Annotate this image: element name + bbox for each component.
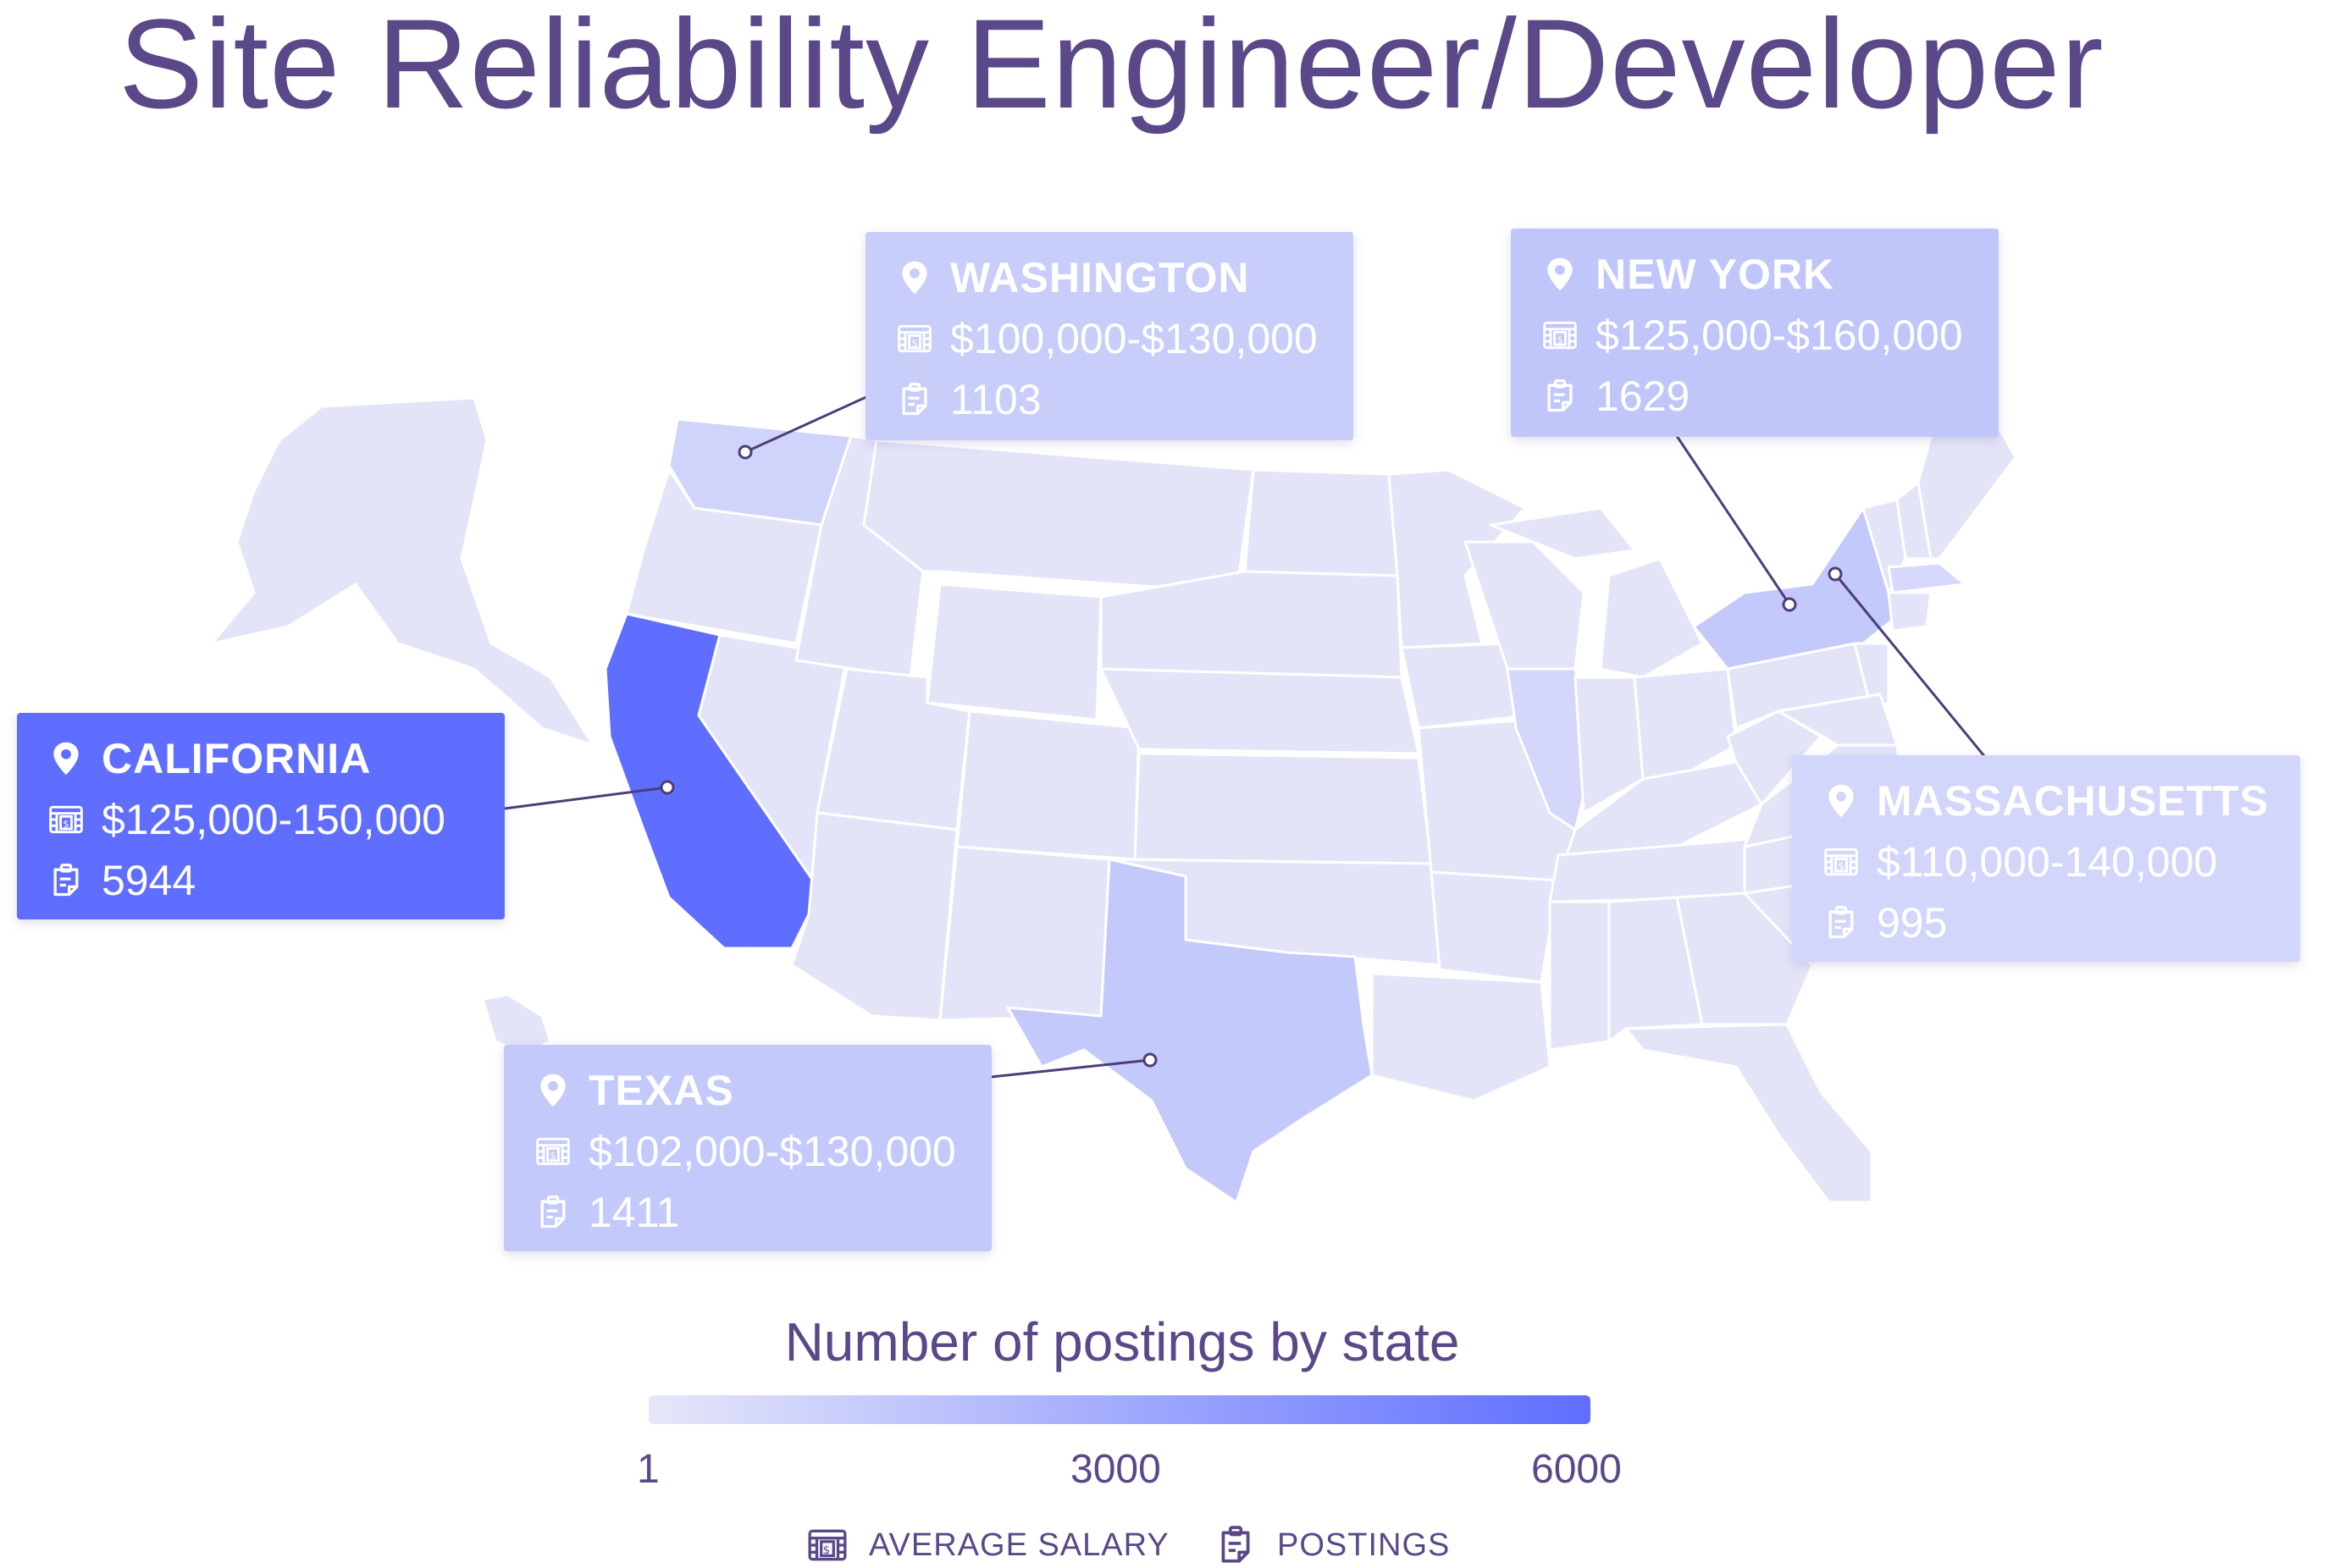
marker-california	[660, 780, 675, 795]
salary-icon	[47, 801, 85, 838]
state-ohio	[1633, 667, 1738, 781]
state-louisiana	[1370, 972, 1551, 1102]
postings-icon	[1541, 378, 1579, 415]
callout-postings-row: 1629	[1541, 366, 1999, 427]
callout-new-york: NEW YORK $125,000-$160,000 1629	[1511, 229, 1999, 437]
legend-tick-min: 1	[637, 1447, 660, 1492]
callout-california: CALIFORNIA $125,000-150,000 5944	[17, 713, 505, 919]
salary-icon	[806, 1524, 849, 1566]
state-texas	[1006, 858, 1374, 1204]
marker-massachusetts	[1828, 566, 1843, 582]
state-name: NEW YORK	[1596, 251, 1835, 298]
callout-postings-row: 5944	[47, 850, 505, 911]
location-pin-icon	[1541, 256, 1579, 293]
state-arizona	[790, 811, 959, 1022]
state-name: CALIFORNIA	[102, 735, 372, 782]
state-mississippi	[1548, 900, 1611, 1052]
salary-value: $102,000-$130,000	[589, 1128, 956, 1175]
callout-name-row: NEW YORK	[1541, 244, 1999, 305]
legend-key-postings: POSTINGS	[1214, 1524, 1450, 1566]
callout-washington: WASHINGTON $100,000-$130,000 1103	[866, 232, 1353, 440]
location-pin-icon	[896, 259, 933, 296]
callout-name-row: TEXAS	[534, 1060, 992, 1121]
salary-icon	[1541, 317, 1579, 354]
salary-value: $100,000-$130,000	[950, 315, 1318, 362]
postings-value: 1103	[950, 376, 1042, 423]
state-arkansas	[1430, 870, 1560, 984]
salary-icon	[534, 1133, 572, 1170]
state-alaska	[210, 396, 595, 747]
postings-icon	[1822, 904, 1860, 941]
salary-value: $125,000-$160,000	[1596, 312, 1963, 359]
state-minnesota	[1387, 468, 1526, 649]
state-name: MASSACHUSETTS	[1877, 777, 2270, 825]
state-montana	[862, 439, 1255, 594]
callout-massachusetts: MASSACHUSETTS $110,000-140,000 995	[1792, 755, 2300, 962]
state-colorado	[955, 709, 1141, 861]
callout-salary-row: $102,000-$130,000	[534, 1121, 992, 1182]
state-florida	[1624, 1023, 1873, 1204]
postings-value: 995	[1877, 899, 1948, 947]
state-wyoming	[926, 582, 1103, 721]
state-massachusetts	[1887, 561, 1966, 594]
marker-washington	[738, 444, 753, 460]
salary-icon	[1822, 843, 1860, 881]
legend-tick-max: 6000	[1531, 1447, 1622, 1492]
salary-value: $110,000-140,000	[1877, 838, 2218, 886]
postings-value: 1411	[589, 1189, 680, 1236]
salary-value: $125,000-150,000	[102, 796, 445, 843]
callout-line-new-york	[1673, 433, 1791, 605]
postings-value: 5944	[102, 857, 196, 904]
callout-salary-row: $100,000-$130,000	[896, 308, 1353, 369]
marker-new-york	[1782, 597, 1797, 612]
page-title: Site Reliability Engineer/Developer	[119, 0, 2104, 135]
state-new-mexico	[938, 845, 1111, 1022]
state-kansas	[1133, 752, 1433, 865]
state-north-dakota	[1243, 468, 1399, 577]
callout-postings-row: 995	[1822, 892, 2300, 953]
callout-line-california	[504, 786, 668, 810]
callout-name-row: CALIFORNIA	[47, 728, 505, 789]
postings-icon	[1214, 1524, 1257, 1566]
postings-icon	[47, 862, 85, 899]
callout-salary-row: $125,000-150,000	[47, 789, 505, 850]
postings-icon	[534, 1194, 572, 1231]
callout-line-texas	[990, 1058, 1151, 1079]
callout-texas: TEXAS $102,000-$130,000 1411	[504, 1045, 992, 1251]
callout-line-washington	[744, 395, 869, 454]
salary-icon	[896, 320, 933, 357]
legend-title: Number of postings by state	[784, 1311, 1460, 1372]
state-name: WASHINGTON	[950, 254, 1250, 301]
callout-line-massachusetts	[1833, 573, 1986, 757]
callout-postings-row: 1411	[534, 1182, 992, 1243]
state-connecticut	[1887, 591, 1933, 632]
marker-texas	[1142, 1052, 1158, 1068]
callout-salary-row: $110,000-140,000	[1822, 831, 2300, 892]
state-oregon	[625, 468, 823, 645]
legend-tick-mid: 3000	[1070, 1447, 1161, 1492]
legend-key-salary: AVERAGE SALARY	[806, 1524, 1170, 1566]
location-pin-icon	[534, 1072, 572, 1109]
state-georgia	[1675, 892, 1814, 1026]
state-maryland	[1777, 693, 1899, 747]
legend-key-postings-label: POSTINGS	[1277, 1527, 1451, 1563]
postings-icon	[896, 381, 933, 418]
state-name: TEXAS	[589, 1067, 734, 1114]
state-hawaii	[481, 993, 552, 1056]
state-wisconsin	[1463, 540, 1585, 671]
callout-name-row: MASSACHUSETTS	[1822, 770, 2300, 831]
location-pin-icon	[47, 740, 85, 777]
location-pin-icon	[1822, 782, 1860, 820]
postings-value: 1629	[1596, 373, 1690, 420]
state-nebraska	[1099, 667, 1420, 755]
state-michigan	[1489, 506, 1704, 679]
legend-key-salary-label: AVERAGE SALARY	[869, 1527, 1170, 1563]
callout-salary-row: $125,000-$160,000	[1541, 305, 1999, 366]
legend-gradient-bar	[649, 1395, 1590, 1424]
callout-name-row: WASHINGTON	[896, 247, 1353, 308]
callout-postings-row: 1103	[896, 369, 1353, 430]
